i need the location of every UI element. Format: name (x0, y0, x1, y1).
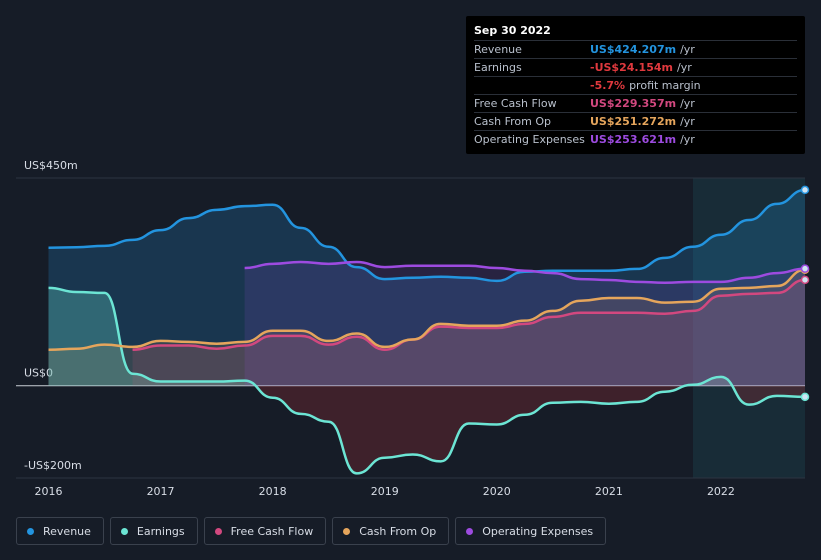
legend-label: Free Cash Flow (230, 524, 314, 538)
row-label: Free Cash Flow (474, 97, 557, 110)
series-line (48, 286, 806, 475)
legend-label: Cash From Op (359, 524, 437, 538)
legend-item[interactable]: Operating Expenses (455, 517, 607, 545)
legend-dot (466, 527, 474, 535)
row-value: US$424.207m (590, 43, 677, 56)
highlight-band (693, 178, 805, 478)
row-unit: profit margin (629, 79, 701, 92)
row-label: Revenue (474, 43, 522, 56)
tooltip-row: Revenue US$424.207m/yr (474, 40, 797, 58)
x-tick-label: 2017 (147, 485, 175, 498)
legend-label: Revenue (43, 524, 91, 538)
row-value: US$229.357m (590, 97, 677, 110)
tooltip-row: Operating Expenses US$253.621m/yr (474, 130, 797, 148)
x-tick-label: 2020 (483, 485, 511, 498)
area (132, 279, 805, 386)
row-value: US$253.621m (590, 133, 677, 146)
legend: Revenue Earnings Free Cash Flow Cash From O… (16, 517, 607, 545)
legend-label: Operating Expenses (482, 524, 594, 538)
tooltip-date: Sep 30 2022 (474, 24, 551, 37)
end-dot (800, 275, 810, 285)
y-tick-label: US$450m (24, 159, 78, 172)
row-unit: /yr (680, 133, 695, 146)
row-value: -5.7% (590, 79, 626, 92)
legend-label: Earnings (136, 524, 185, 538)
row-label: Cash From Op (474, 115, 552, 128)
series-line (244, 260, 806, 285)
tooltip-row: Cash From Op US$251.272m/yr (474, 112, 797, 130)
x-tick-label: 2018 (259, 485, 287, 498)
x-tick-label: 2022 (707, 485, 735, 498)
tooltip-row: Free Cash Flow US$229.357m/yr (474, 94, 797, 112)
legend-item[interactable]: Free Cash Flow (203, 517, 327, 545)
legend-dot (343, 527, 351, 535)
legend-item[interactable]: Cash From Op (332, 517, 450, 545)
legend-dot (27, 527, 34, 535)
end-dot (800, 264, 810, 273)
tooltip-row: Earnings -US$24.154m/yr (474, 58, 797, 76)
series-line (132, 278, 806, 351)
y-tick-label: US$0 (24, 367, 53, 380)
y-tick-label: -US$200m (24, 459, 82, 472)
x-tick-label: 2021 (595, 485, 623, 498)
row-unit: /yr (680, 43, 695, 56)
x-tick-label: 2016 (35, 485, 63, 498)
tooltip: Sep 30 2022 Revenue US$424.207m/yr Earnings… (466, 16, 805, 154)
area (48, 287, 805, 386)
chart: US$450m US$0 -US$200m 2016 2017 2018 2019 2020 2… (16, 159, 810, 498)
area (48, 189, 806, 386)
tooltip-row: -5.7% profit margin (474, 76, 797, 94)
end-dot (800, 185, 810, 195)
row-unit: /yr (680, 97, 695, 110)
end-dot (800, 392, 810, 402)
row-unit: /yr (680, 115, 695, 128)
series-line (48, 268, 806, 351)
legend-dot (120, 527, 128, 535)
series-line (48, 188, 806, 283)
area (255, 386, 805, 474)
row-value: US$251.272m (590, 115, 677, 128)
x-tick-label: 2019 (371, 485, 399, 498)
row-label: Earnings (474, 61, 522, 74)
legend-dot (214, 527, 222, 535)
row-value: -US$24.154m (590, 61, 673, 74)
row-label: Operating Expenses (474, 133, 585, 146)
legend-item[interactable]: Revenue (16, 517, 104, 545)
row-unit: /yr (676, 61, 692, 74)
legend-item[interactable]: Earnings (109, 517, 198, 545)
